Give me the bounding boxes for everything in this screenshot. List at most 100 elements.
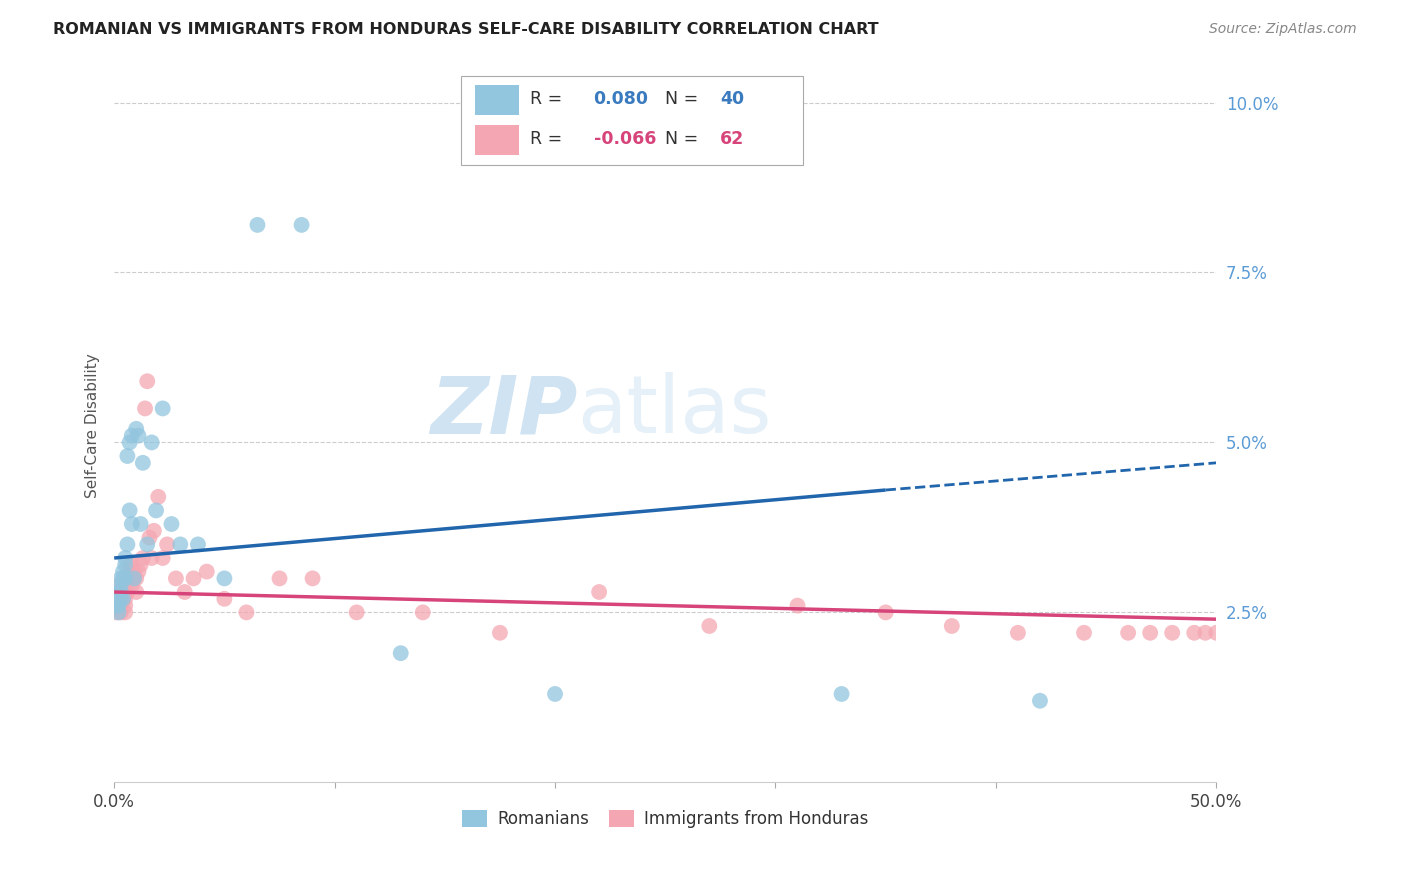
Point bbox=[214, 571, 236, 585]
Text: N =: N = bbox=[665, 130, 704, 148]
Point bbox=[125, 585, 148, 599]
Point bbox=[1007, 625, 1029, 640]
Point bbox=[160, 516, 183, 531]
Point bbox=[107, 599, 129, 613]
Point bbox=[1194, 625, 1216, 640]
Point bbox=[1182, 625, 1205, 640]
Point bbox=[105, 606, 128, 620]
Point bbox=[214, 591, 236, 606]
Text: 0.080: 0.080 bbox=[593, 90, 648, 108]
Legend: Romanians, Immigrants from Honduras: Romanians, Immigrants from Honduras bbox=[456, 803, 875, 835]
Point bbox=[114, 558, 136, 572]
Point bbox=[1029, 694, 1052, 708]
Point bbox=[105, 599, 128, 613]
Point bbox=[114, 585, 136, 599]
Text: 62: 62 bbox=[720, 130, 745, 148]
Point bbox=[148, 490, 170, 504]
Point bbox=[110, 585, 132, 599]
Text: ZIP: ZIP bbox=[430, 372, 576, 450]
Point bbox=[136, 374, 159, 388]
Text: atlas: atlas bbox=[576, 372, 772, 450]
Point bbox=[110, 606, 132, 620]
Point bbox=[1116, 625, 1139, 640]
Point bbox=[544, 687, 567, 701]
Point bbox=[122, 571, 145, 585]
Point bbox=[786, 599, 808, 613]
Point bbox=[114, 571, 136, 585]
Point bbox=[346, 606, 368, 620]
FancyBboxPatch shape bbox=[475, 125, 519, 155]
Point bbox=[111, 578, 134, 592]
Point bbox=[117, 537, 139, 551]
Point bbox=[117, 585, 139, 599]
Point bbox=[941, 619, 963, 633]
Point bbox=[110, 571, 132, 585]
Point bbox=[142, 524, 165, 538]
Point bbox=[1205, 625, 1227, 640]
Point bbox=[114, 599, 136, 613]
Point bbox=[1073, 625, 1095, 640]
Text: R =: R = bbox=[530, 130, 568, 148]
Point bbox=[114, 591, 136, 606]
Point bbox=[121, 558, 143, 572]
Point bbox=[127, 428, 149, 442]
Point bbox=[107, 599, 129, 613]
Point bbox=[132, 551, 155, 566]
Point bbox=[269, 571, 291, 585]
Point bbox=[152, 401, 174, 416]
Point bbox=[1161, 625, 1184, 640]
Point bbox=[246, 218, 269, 232]
Point bbox=[111, 591, 134, 606]
Point bbox=[105, 591, 128, 606]
Point bbox=[141, 551, 163, 566]
Point bbox=[235, 606, 257, 620]
Point bbox=[125, 422, 148, 436]
Point bbox=[129, 516, 152, 531]
Point bbox=[121, 578, 143, 592]
Point bbox=[111, 591, 134, 606]
Point bbox=[118, 558, 141, 572]
Text: -0.066: -0.066 bbox=[593, 130, 657, 148]
Point bbox=[1139, 625, 1161, 640]
Point bbox=[121, 516, 143, 531]
Point bbox=[145, 503, 167, 517]
Point bbox=[187, 537, 209, 551]
Point bbox=[110, 599, 132, 613]
Point bbox=[412, 606, 434, 620]
Y-axis label: Self-Care Disability: Self-Care Disability bbox=[86, 353, 100, 498]
Point bbox=[117, 571, 139, 585]
Point bbox=[111, 565, 134, 579]
Point bbox=[290, 218, 312, 232]
Point bbox=[122, 565, 145, 579]
Point bbox=[110, 591, 132, 606]
Point bbox=[107, 606, 129, 620]
Point bbox=[165, 571, 187, 585]
Point bbox=[875, 606, 897, 620]
Point bbox=[107, 585, 129, 599]
Point bbox=[489, 625, 512, 640]
Text: 40: 40 bbox=[720, 90, 744, 108]
Point bbox=[125, 571, 148, 585]
Point bbox=[699, 619, 721, 633]
Point bbox=[110, 591, 132, 606]
Point bbox=[118, 565, 141, 579]
Point bbox=[111, 585, 134, 599]
Point bbox=[114, 606, 136, 620]
Point bbox=[169, 537, 191, 551]
Point bbox=[107, 578, 129, 592]
Point bbox=[301, 571, 323, 585]
Point bbox=[105, 591, 128, 606]
Point bbox=[132, 456, 155, 470]
Point bbox=[110, 578, 132, 592]
Point bbox=[173, 585, 195, 599]
FancyBboxPatch shape bbox=[475, 85, 519, 115]
Point bbox=[118, 571, 141, 585]
Point bbox=[111, 571, 134, 585]
Text: Source: ZipAtlas.com: Source: ZipAtlas.com bbox=[1209, 22, 1357, 37]
Text: ROMANIAN VS IMMIGRANTS FROM HONDURAS SELF-CARE DISABILITY CORRELATION CHART: ROMANIAN VS IMMIGRANTS FROM HONDURAS SEL… bbox=[53, 22, 879, 37]
Text: N =: N = bbox=[665, 90, 704, 108]
Point bbox=[118, 503, 141, 517]
Point bbox=[107, 585, 129, 599]
Point bbox=[105, 599, 128, 613]
Point bbox=[121, 428, 143, 442]
